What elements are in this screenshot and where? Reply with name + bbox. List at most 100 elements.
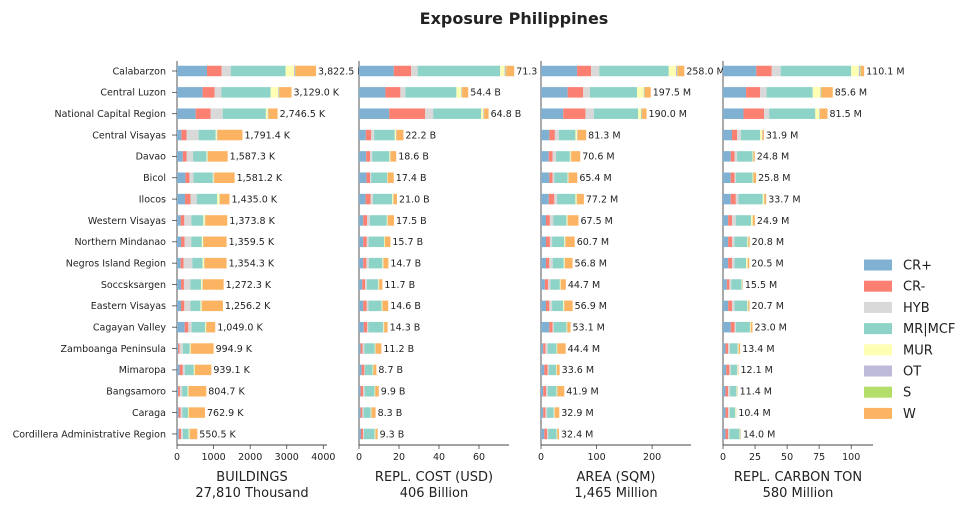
value-label: 81.3 M [588, 130, 620, 141]
bar-segment-mr-mcf [191, 215, 204, 226]
value-label: 65.4 M [579, 173, 611, 184]
bar-segment-mr-mcf [417, 65, 501, 77]
bar-segment-w [373, 364, 377, 376]
bar-segment-hyb [728, 428, 730, 440]
bar-segment-cr [725, 407, 729, 418]
bar-segment-hyb [729, 364, 731, 376]
bar-segment-mur [735, 407, 736, 418]
value-label: 2,746.5 K [280, 109, 326, 120]
legend-label-ot: OT [903, 365, 921, 380]
region-label-eastern-visayas: Eastern Visayas [91, 301, 166, 312]
bar-segment-hyb [734, 151, 738, 162]
bar-segment-cr [207, 65, 222, 77]
bar-segment-hyb [552, 151, 556, 162]
bar-segment-hyb [186, 151, 194, 162]
bar-segment-cr [543, 407, 546, 418]
bar-segment-mr-mcf [734, 300, 748, 312]
bar-segment-cr [541, 108, 564, 119]
bar-segment-cr [359, 407, 361, 418]
x-tick-label: 200 [643, 452, 661, 463]
bar-segment-s [677, 65, 678, 77]
region-labels: Calabarzon Central Luzon National Capital … [13, 66, 177, 440]
bar-segment-w [384, 321, 388, 333]
value-label: 44.4 M [568, 344, 600, 355]
bar-segment-cr [725, 428, 729, 440]
bar-segment-mur [741, 279, 743, 290]
region-label-cagayan-valley: Cagayan Valley [93, 323, 166, 334]
bar-segment-mur [737, 364, 738, 376]
value-label: 14.3 B [390, 323, 421, 334]
bar-segment-mr-mcf [191, 321, 206, 333]
bar-segment-mur [739, 428, 741, 440]
bar-segment-hyb [221, 65, 231, 77]
chart-title: Exposure Philippines [420, 9, 609, 28]
bar-segment-mr-mcf [182, 407, 188, 418]
bar-segment-cr [723, 172, 731, 183]
value-label: 11.2 B [383, 344, 414, 355]
bar-segment-cr [363, 300, 367, 312]
bar-segment-w [821, 87, 833, 98]
legend-swatch-hyb [864, 301, 892, 313]
bar-segment-w [295, 65, 317, 77]
bar-segment-mr-mcf [737, 151, 753, 162]
bar-segment-mur [381, 300, 383, 312]
bar-segment-cr [723, 343, 726, 354]
bar-segment-cr [182, 151, 187, 162]
bar-segment-mur [575, 129, 578, 141]
value-label: 85.6 M [835, 88, 867, 99]
bar-segment-mur [389, 151, 391, 162]
value-label: 11.4 M [740, 387, 772, 398]
bar-segment-mr-mcf [193, 172, 213, 183]
bar-segment-hyb [179, 386, 183, 397]
bar-segment-mr-mcf [182, 386, 188, 397]
bar-segment-w [484, 108, 489, 119]
bar-segment-hyb [362, 343, 365, 354]
bar-segment-cr [543, 343, 546, 354]
bar-segment-w [379, 279, 383, 290]
bar-segment-cr [728, 300, 732, 312]
bar-segment-mr-mcf [190, 300, 201, 312]
bar-segment-cr [723, 257, 729, 269]
bar-segment-hyb [179, 343, 183, 354]
bar-segment-cr [389, 108, 426, 119]
bar-segment-cr [541, 321, 550, 333]
panel-repl-carbon-ton: 0 25 50 75 100 110.1 M 85.6 M 81.5 M 31.9 M 24.8 … [720, 61, 905, 501]
x-tick-label: 20 [393, 452, 405, 463]
bar-segment-mur [567, 172, 569, 183]
bar-segment-cr [756, 65, 772, 77]
legend-label-cr: CR- [903, 280, 926, 295]
bar-segment-hyb [367, 321, 369, 333]
bar-segment-w [820, 108, 828, 119]
value-label: 258.0 M [686, 66, 724, 77]
bar-segment-cr [723, 428, 726, 440]
bar-segment-w [753, 172, 757, 183]
x-tick-label: 4000 [311, 452, 335, 463]
bar-segment-hyb [731, 300, 735, 312]
bar-segment-cr [726, 279, 730, 290]
bar-segment-w [560, 279, 566, 290]
bar-segment-mr-mcf [554, 172, 568, 183]
bar-segment-mr-mcf [547, 407, 554, 418]
bar-segment-cr [723, 65, 757, 77]
bar-segment-mr-mcf [198, 129, 216, 141]
bar-segment-s [644, 87, 645, 98]
bar-segment-cr [541, 151, 549, 162]
bar-segment-w [217, 129, 243, 141]
bar-segment-mur [637, 87, 644, 98]
bar-segment-mur [812, 87, 821, 98]
bar-segment-mur [760, 129, 763, 141]
legend: CR+ CR- HYB MR|MCF MUR OT SW [864, 259, 955, 422]
bar-segment-cr [746, 87, 761, 98]
panel-area-sqm: 0 100 200 258.0 M 197.5 M 190.0 M 81.3 M 70.6 M… [538, 61, 725, 501]
bar-segment-mur [200, 300, 202, 312]
bar-segment-cr [177, 257, 181, 269]
bar-segment-w [279, 87, 292, 98]
bar-segment-mr-mcf [766, 87, 813, 98]
region-label-davao: Davao [136, 152, 167, 163]
bar-segment-cr [361, 364, 365, 376]
bar-segment-cr [177, 87, 203, 98]
value-label: 190.0 M [649, 109, 687, 120]
bar-segment-cr [541, 428, 545, 440]
bar-segment-hyb [371, 129, 375, 141]
